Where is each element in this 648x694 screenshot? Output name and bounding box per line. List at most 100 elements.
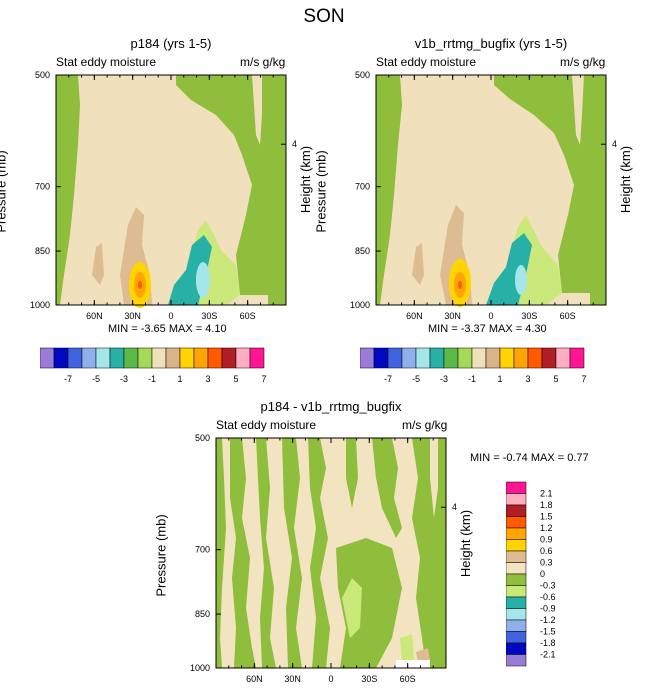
colorbar-box [249,347,265,369]
colorbar-label: -0.6 [540,592,556,602]
x-tick-label: 30S [201,311,217,321]
colorbar-label: 0.9 [540,535,553,545]
y-tick-label: 500 [355,70,370,80]
panel3-minmax: MIN = -0.74 MAX = 0.77 [470,452,589,464]
colorbar-box [506,527,527,540]
x-tick-label: 60N [406,311,423,321]
colorbar-label: -7 [64,374,72,384]
y-tick-label: 500 [35,70,50,80]
panel1-units-label: m/s g/kg [240,55,286,69]
panel1-title: p184 (yrs 1-5) [130,36,212,51]
panel3-units-label: m/s g/kg [402,418,448,432]
x-tick-label: 0 [328,674,333,684]
y2-tick-label: 4 [612,139,617,149]
colorbar-label: 0 [540,569,545,579]
colorbar-label: -3 [440,374,448,384]
colorbar-box [506,585,527,598]
colorbar-box [471,347,487,369]
colorbar-label: 1.2 [540,523,553,533]
colorbar-box [401,347,417,369]
colorbar-label: 7 [261,374,266,384]
x-tick-label: 60N [86,311,103,321]
colorbar-box [151,347,167,369]
panel3-region-neg-8 [372,438,402,538]
panel2-y-axis-label: Pressure (mb) [313,150,329,233]
panel3-region-neg-5 [308,438,330,668]
panel1-region-pos-strip [252,75,262,145]
y-tick-label: 850 [35,246,50,256]
colorbar-label: -3 [120,374,128,384]
colorbar-box [165,347,181,369]
colorbar-box [387,347,403,369]
colorbar-box [527,347,543,369]
panel2-region-red [458,281,462,289]
colorbar-label: 0.6 [540,546,553,556]
y2-tick-label: 4 [292,139,297,149]
panel2-region-lightblue [515,265,527,295]
colorbar-box [569,347,585,369]
colorbar-box [506,573,527,586]
colorbar-label: -1.5 [540,627,556,637]
panel2-region-tan-west [412,243,424,285]
colorbar-box [541,347,557,369]
colorbar-label: 1.8 [540,500,553,510]
panel1-plot: 60N 30N 0 30S 60S 1000 850 700 500 4 [30,70,297,321]
colorbar-panel3: 2.11.8 1.51.2 0.90.6 0.30 -0.3-0.6 -0.9-1.2 -1… [506,481,556,667]
panel3-region-neg-6 [346,438,358,508]
y-tick-label: 850 [195,609,210,619]
colorbar-box [506,550,527,563]
colorbar-box [555,347,571,369]
y-tick-label: 700 [195,545,210,555]
colorbar-box [506,608,527,621]
colorbar-label: 1 [497,374,502,384]
x-tick-label: 0 [488,311,493,321]
y-tick-label: 1000 [350,300,370,310]
colorbar-box [506,596,527,609]
x-tick-label: 30S [361,674,377,684]
colorbar-box [513,347,529,369]
y-tick-label: 700 [35,182,50,192]
panel3-region-lightgreen-2 [400,634,414,662]
panel3-region-neg-3 [256,438,276,668]
colorbar-box [137,347,153,369]
colorbar-box [67,347,83,369]
colorbar-label: 5 [553,374,558,384]
x-tick-label: 60S [400,674,416,684]
colorbar-label: 5 [233,374,238,384]
panel3-title: p184 - v1b_rrtmg_bugfix [260,399,402,414]
panel2-region-neg-west [376,75,402,305]
colorbar-label: -0.3 [540,581,556,591]
colorbar-box [179,347,195,369]
colorbar-box [81,347,97,369]
colorbar-box [235,347,251,369]
panel2-region-pos-strip [572,75,584,145]
panel1-region-lightblue [196,262,210,298]
colorbar-label: 1.5 [540,512,553,522]
colorbar-box [415,347,431,369]
colorbar-label: -5 [412,374,420,384]
colorbar-label: 3 [205,374,210,384]
panel3-y-axis-label: Pressure (mb) [153,514,169,597]
colorbar-box [506,493,527,506]
colorbar-box [506,619,527,632]
colorbar-label: 3 [525,374,530,384]
panel3-region-tan [416,648,430,662]
x-tick-label: 60S [240,311,256,321]
panel3-y2-axis-label: Height (km) [458,509,474,578]
colorbar-label: 2.1 [540,489,553,499]
x-tick-label: 60S [560,311,576,321]
colorbar-box [207,347,223,369]
colorbar-box [506,504,527,517]
panel2-variable-label: Stat eddy moisture [376,55,477,69]
colorbar-label: 7 [581,374,586,384]
figure-title: SON [303,6,345,27]
panel1-variable-label: Stat eddy moisture [56,55,157,69]
panel3-masked [396,660,430,668]
colorbar-box [506,654,527,667]
colorbar-box [109,347,125,369]
panel3-region-neg-4 [282,438,302,668]
colorbar-label: -1 [148,374,156,384]
panel3-region-pos-1 [430,438,438,518]
y-tick-label: 850 [355,246,370,256]
colorbar-box [193,347,209,369]
